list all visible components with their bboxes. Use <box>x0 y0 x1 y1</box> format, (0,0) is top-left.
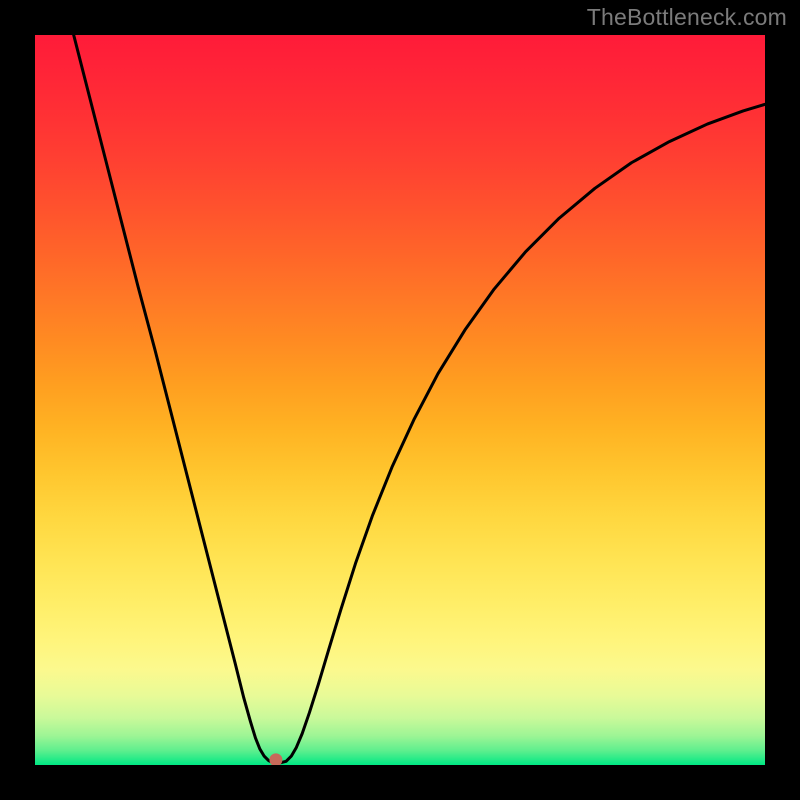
watermark-label: TheBottleneck.com <box>587 4 787 31</box>
plot-area <box>35 35 765 765</box>
plot-gradient-background <box>35 35 765 765</box>
chart-stage: TheBottleneck.com <box>0 0 800 800</box>
